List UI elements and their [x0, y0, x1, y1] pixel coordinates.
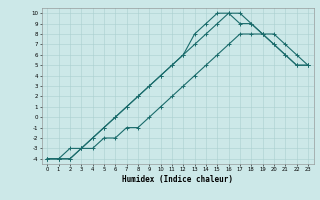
X-axis label: Humidex (Indice chaleur): Humidex (Indice chaleur) [122, 175, 233, 184]
